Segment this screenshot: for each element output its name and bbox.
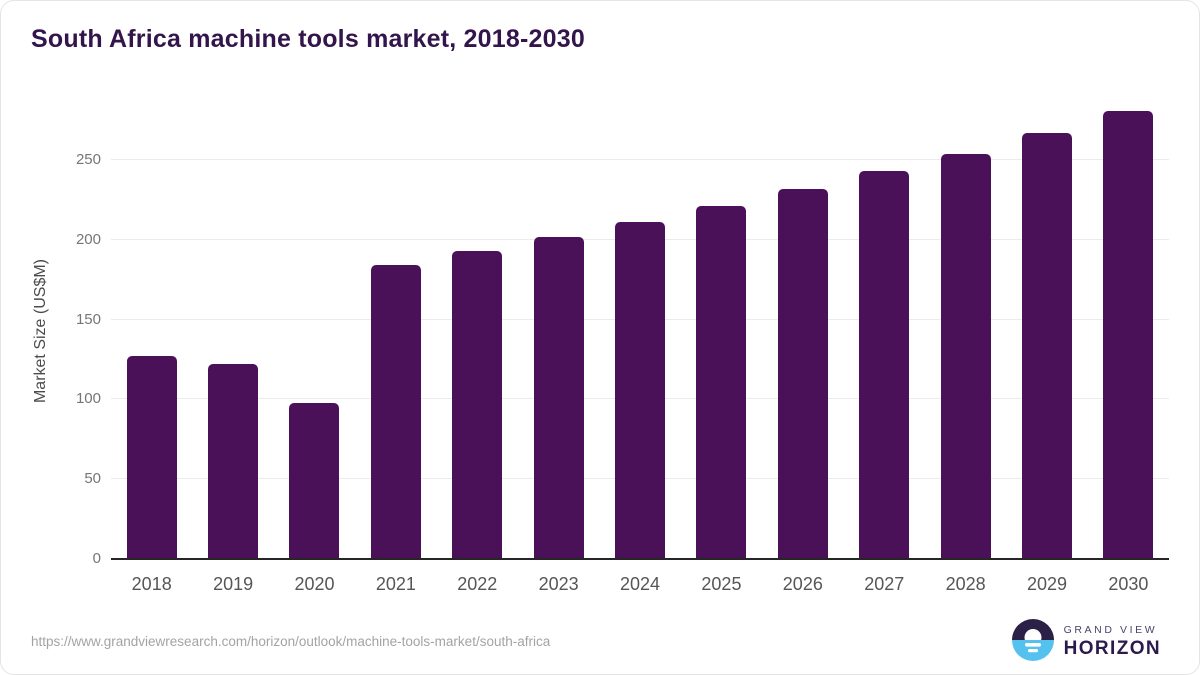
brand-logo: GRAND VIEW HORIZON <box>1011 618 1161 667</box>
bar-cell-2026 <box>762 101 843 559</box>
bar-cell-2028 <box>925 101 1006 559</box>
bar-cell-2029 <box>1006 101 1087 559</box>
y-tick-label-150: 150 <box>75 310 101 328</box>
bar-2027 <box>859 171 910 559</box>
bar-cell-2022 <box>437 101 518 559</box>
bar-cell-2025 <box>681 101 762 559</box>
y-tick-label-50: 50 <box>84 470 101 488</box>
x-tick-label-2018: 2018 <box>131 574 172 594</box>
x-tick-label-2025: 2025 <box>701 574 742 594</box>
bar-cell-2021 <box>355 101 436 559</box>
x-tick-label-2030: 2030 <box>1108 574 1149 594</box>
x-tick-label-2026: 2026 <box>782 574 823 594</box>
bar-2025 <box>696 206 747 559</box>
bar-2018 <box>126 356 177 559</box>
x-tick-label-2021: 2021 <box>375 574 416 594</box>
x-tick-label-2022: 2022 <box>457 574 498 594</box>
logo-horizon: HORIZON <box>1063 638 1161 659</box>
bar-cell-2020 <box>274 101 355 559</box>
logo-grand-view: GRAND VIEW <box>1063 624 1158 636</box>
source-url: https://www.grandviewresearch.com/horizo… <box>31 634 551 649</box>
bar-cell-2030 <box>1088 101 1169 559</box>
bar-cell-2027 <box>844 101 925 559</box>
bar-2024 <box>615 222 666 559</box>
bar-cell-2019 <box>192 101 273 559</box>
y-tick-label-200: 200 <box>75 230 101 248</box>
x-tick-label-2029: 2029 <box>1026 574 1068 594</box>
bar-2030 <box>1103 110 1154 559</box>
bar-cell-2023 <box>518 101 599 559</box>
horizon-sun-icon <box>1011 618 1055 667</box>
x-tick-label-2028: 2028 <box>945 574 986 594</box>
bars-container <box>111 101 1169 559</box>
y-axis-ticks: 0 50 100 150 200 250 <box>21 101 101 567</box>
x-tick-label-2023: 2023 <box>538 574 579 594</box>
x-tick-label-2020: 2020 <box>294 574 335 594</box>
bar-cell-2024 <box>599 101 680 559</box>
y-tick-label-250: 250 <box>75 151 101 169</box>
plot-area <box>111 101 1169 560</box>
x-tick-label-2019: 2019 <box>213 574 254 594</box>
x-axis-line <box>111 558 1169 560</box>
gridline-250 <box>111 159 1169 161</box>
y-tick-label-100: 100 <box>75 390 101 408</box>
bar-2026 <box>777 188 828 559</box>
logo-text: GRAND VIEW HORIZON <box>1064 624 1161 660</box>
x-axis-labels: 2018 2019 2020 2021 2022 2023 2024 2025 2026 2027… <box>111 571 1169 597</box>
y-tick-label-0: 0 <box>92 550 101 567</box>
bar-2020 <box>289 402 340 559</box>
bar-2021 <box>370 265 421 559</box>
bar-cell-2018 <box>111 101 192 559</box>
bar-2028 <box>940 153 991 559</box>
x-tick-label-2027: 2027 <box>864 574 905 594</box>
chart-title: South Africa machine tools market, 2018-… <box>31 25 585 53</box>
bar-2019 <box>208 364 259 559</box>
bar-2029 <box>1021 132 1072 559</box>
bar-2022 <box>452 251 503 559</box>
x-tick-label-2024: 2024 <box>620 574 661 594</box>
bar-2023 <box>533 236 584 559</box>
